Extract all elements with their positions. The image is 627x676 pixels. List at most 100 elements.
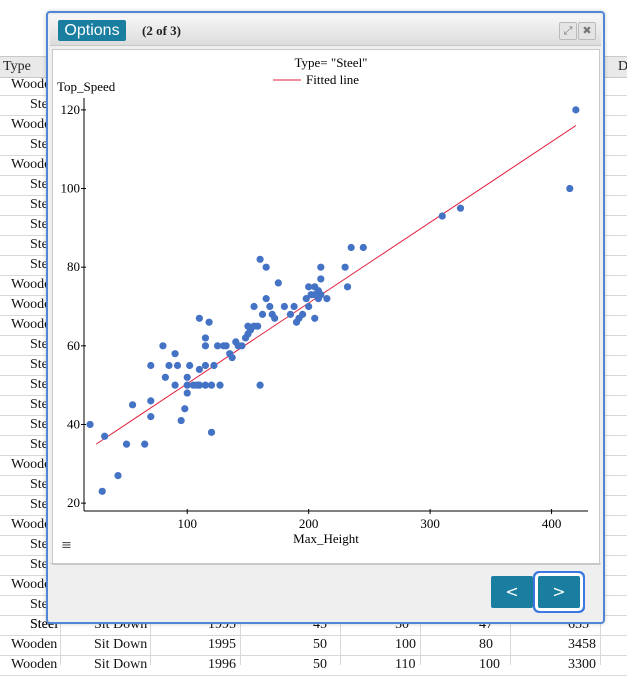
scatter-chart: 20 40 60 80 100 120 100 200 300 400 Top_Speed Max_H… bbox=[57, 55, 588, 546]
data-point bbox=[256, 381, 264, 389]
data-point bbox=[201, 334, 210, 342]
cell-c4: 50 bbox=[313, 637, 327, 652]
data-point bbox=[207, 381, 216, 389]
data-point bbox=[171, 381, 179, 389]
data-point bbox=[173, 361, 182, 370]
data-point bbox=[183, 389, 191, 397]
data-point bbox=[213, 342, 222, 350]
data-point bbox=[128, 401, 137, 409]
data-point bbox=[210, 361, 218, 370]
data-point bbox=[266, 302, 274, 311]
data-point bbox=[181, 405, 189, 413]
data-point bbox=[254, 322, 262, 330]
data-point bbox=[171, 350, 179, 358]
data-point bbox=[566, 184, 574, 193]
data-point bbox=[101, 432, 109, 440]
data-point bbox=[228, 354, 236, 362]
cell-type: Wooden bbox=[11, 297, 58, 312]
data-point bbox=[207, 428, 216, 436]
data-point bbox=[302, 295, 310, 303]
y-tick-label: 120 bbox=[61, 102, 81, 117]
data-point bbox=[359, 243, 367, 252]
cell-type: Wooden bbox=[11, 277, 58, 292]
data-point bbox=[222, 342, 230, 350]
plot-area: 20 40 60 80 100 120 100 200 300 400 Top_Speed Max_H… bbox=[52, 49, 600, 565]
data-point bbox=[299, 310, 307, 318]
data-point bbox=[186, 361, 194, 370]
next-button[interactable]: > bbox=[538, 576, 580, 608]
x-tick-label: 300 bbox=[420, 516, 440, 531]
data-point bbox=[183, 373, 191, 381]
data-point bbox=[317, 275, 325, 283]
data-point bbox=[262, 295, 270, 303]
chart-title: Type= "Steel" bbox=[295, 55, 368, 70]
cell-c6: 100 bbox=[479, 657, 500, 672]
data-point bbox=[201, 361, 210, 370]
x-tick-label: 100 bbox=[177, 516, 197, 531]
y-tick-label: 100 bbox=[61, 181, 81, 196]
cell-type: Wooden bbox=[11, 457, 58, 472]
data-point bbox=[347, 243, 355, 252]
data-point bbox=[147, 397, 155, 405]
data-point bbox=[205, 318, 213, 326]
data-point bbox=[147, 413, 155, 421]
data-point bbox=[280, 302, 288, 311]
cell-type: Wooden bbox=[11, 657, 58, 672]
chart-dialog: Options (2 of 3) ⤢ ✖ 20 40 60 80 100 120 100 20… bbox=[46, 11, 605, 624]
data-point bbox=[262, 263, 270, 271]
data-point bbox=[286, 310, 295, 318]
y-axis-label: Top_Speed bbox=[57, 79, 116, 94]
cell-type: Wooden bbox=[11, 577, 58, 592]
data-point bbox=[456, 204, 465, 212]
cell-type: Wooden bbox=[11, 77, 58, 92]
cell-type: Wooden bbox=[11, 117, 58, 132]
menu-icon[interactable]: ≡ bbox=[61, 538, 72, 553]
data-point bbox=[290, 302, 298, 311]
expand-icon[interactable]: ⤢ bbox=[559, 22, 577, 40]
cell-type: Wooden bbox=[11, 517, 58, 532]
cell-c5: 110 bbox=[395, 657, 416, 672]
fitted-line bbox=[95, 125, 577, 445]
data-point bbox=[114, 472, 122, 480]
data-point bbox=[201, 381, 210, 389]
data-point bbox=[250, 302, 258, 311]
column-header-type[interactable]: Type bbox=[3, 59, 31, 74]
previous-button[interactable]: < bbox=[491, 576, 533, 608]
cell-year: 1996 bbox=[208, 657, 236, 672]
data-point bbox=[238, 342, 246, 350]
y-tick-label: 80 bbox=[67, 259, 80, 274]
cell-c7: 3300 bbox=[568, 657, 596, 672]
data-point bbox=[256, 255, 264, 263]
cell-design: Sit Down bbox=[94, 637, 148, 652]
cell-type: Wooden bbox=[11, 637, 58, 652]
table-row: Wooden Sit Down 1996 50 110 100 3300 bbox=[0, 655, 627, 676]
data-point bbox=[177, 416, 185, 425]
data-point bbox=[98, 487, 106, 495]
data-point bbox=[195, 381, 203, 389]
cell-type: Wooden bbox=[11, 157, 58, 172]
data-point bbox=[122, 440, 131, 448]
column-header-right[interactable]: D bbox=[618, 59, 627, 74]
cell-type: Wooden bbox=[11, 317, 58, 332]
legend-label: Fitted line bbox=[306, 72, 359, 87]
cell-design: Sit Down bbox=[94, 657, 148, 672]
data-point bbox=[258, 310, 267, 318]
data-point bbox=[201, 342, 210, 350]
data-point bbox=[141, 440, 149, 448]
cell-c5: 100 bbox=[395, 637, 416, 652]
cell-c4: 50 bbox=[313, 657, 327, 672]
dialog-titlebar: Options (2 of 3) ⤢ ✖ bbox=[50, 15, 601, 46]
cell-c6: 80 bbox=[479, 637, 493, 652]
x-tick-label: 200 bbox=[299, 516, 319, 531]
data-point bbox=[305, 283, 313, 291]
data-point bbox=[572, 106, 580, 114]
close-icon[interactable]: ✖ bbox=[578, 22, 596, 40]
y-tick-label: 60 bbox=[67, 338, 80, 353]
data-point bbox=[86, 420, 94, 429]
data-point bbox=[195, 314, 203, 322]
options-button[interactable]: Options bbox=[58, 20, 126, 41]
x-tick-label: 400 bbox=[542, 516, 562, 531]
y-tick-label: 20 bbox=[67, 495, 80, 510]
data-point bbox=[147, 361, 155, 370]
data-point bbox=[183, 381, 191, 389]
